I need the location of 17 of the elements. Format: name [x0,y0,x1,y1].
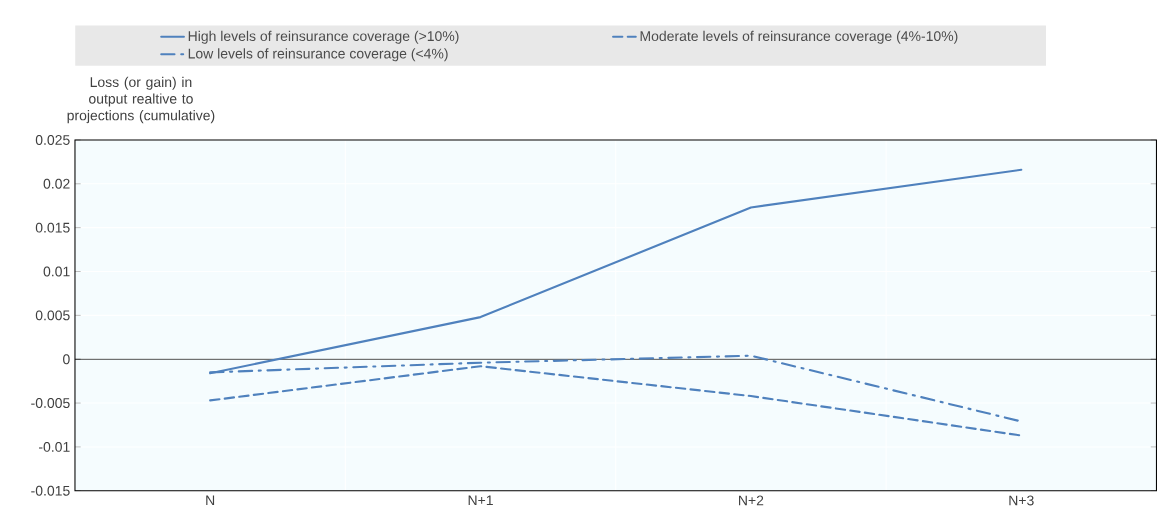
x-tick-label: N+1 [468,495,493,506]
y-tick-label: 0.01 [43,266,70,277]
x-tick-label: N+2 [739,495,764,506]
y-tick-label: -0.01 [39,442,70,452]
x-tick-label: N [206,495,215,506]
y-tick-label: 0 [63,354,70,365]
y-tick-label: -0.005 [31,398,70,409]
y-tick-label: 0.015 [35,222,70,233]
legend-label: High levels of reinsurance coverage (>10%) [188,30,459,44]
y-tick-label: 0.02 [43,178,70,189]
x-tick-label: N+3 [1009,495,1034,506]
legend-label: Moderate levels of reinsurance coverage (4%-10%) [640,30,958,44]
y-axis-title: Loss (or gain) in output realtive to projections (cumulative) [67,76,215,124]
y-tick-label: -0.015 [31,485,70,496]
y-tick-label: 0.005 [35,310,70,321]
legend-label: Low levels of reinsurance coverage (<4%) [188,48,448,62]
y-tick-label: 0.025 [35,135,70,146]
